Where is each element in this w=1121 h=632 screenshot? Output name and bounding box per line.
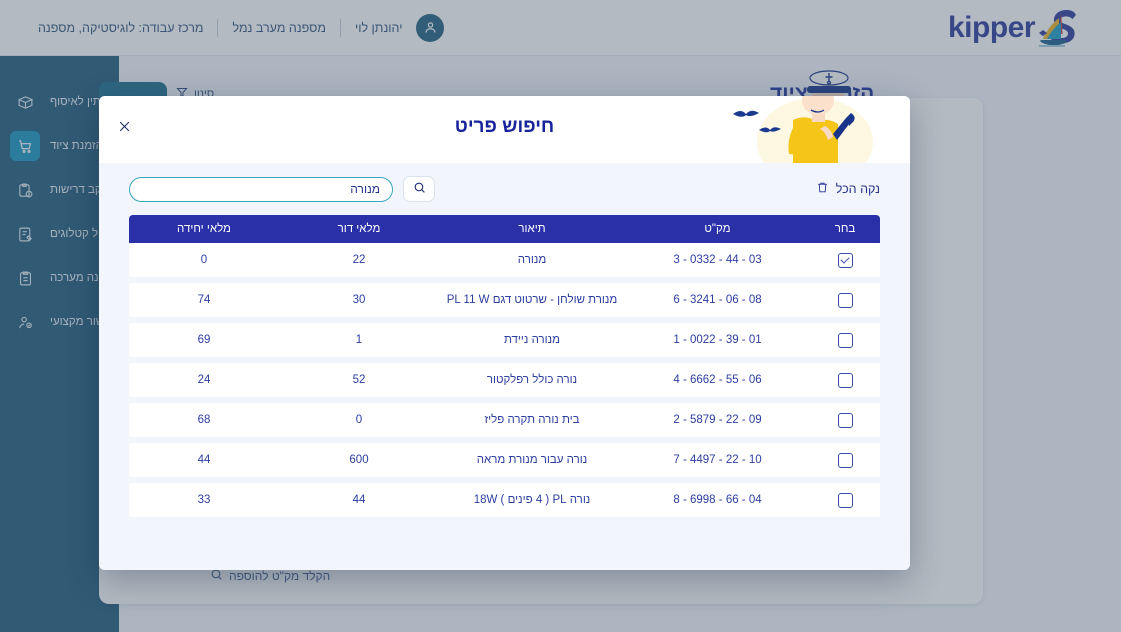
table-row[interactable]: 06 - 55 - 6662 - 4 נורה כולל רפלקטור 52 24 [129,363,880,397]
trash-icon [816,181,829,197]
row-description: נורה PL ( 4 פינים ) 18W [473,494,591,506]
row-description: מנורה ניידת [503,334,561,346]
row-select-cell[interactable] [810,412,880,428]
row-sku: 01 - 39 - 0022 - 1 [673,334,762,346]
row-unit-stock: 69 [197,334,211,346]
table-row[interactable]: 04 - 66 - 6998 - 8 נורה PL ( 4 פינים ) 18… [129,483,880,517]
row-unit-stock: 44 [197,454,211,466]
column-header-sku: מק"ט [704,223,731,235]
row-sku: 06 - 55 - 6662 - 4 [673,374,762,386]
column-header-description: תיאור [518,223,546,235]
nav-divider [339,18,341,37]
row-select-cell[interactable] [810,332,880,348]
modal-title: חיפוש פריט [454,116,555,137]
row-dor-stock: 44 [352,494,366,506]
close-icon[interactable] [113,115,135,137]
sailboat-logo-icon [1037,6,1089,50]
nav-user-name[interactable]: יהונתן לוי [354,20,403,35]
logo-text: kipper [947,10,1036,44]
modal-header: חיפוש פריט [99,96,910,163]
clear-all-button[interactable]: נקה הכל [816,181,880,197]
top-bar: kipper יהונתן לוי מספנה מערב נמל מרכז עב… [0,0,1121,56]
row-checkbox[interactable] [837,292,853,308]
modal-toolbar: נקה הכל [129,163,880,215]
search-area [129,176,435,202]
table-row[interactable]: 10 - 22 - 4497 - 7 נורה עבור מנורת מראה 60… [129,443,880,477]
column-header-unit-stock: מלאי יחידה [177,223,231,235]
row-sku: 04 - 66 - 6998 - 8 [673,494,762,506]
row-dor-stock: 600 [349,454,369,466]
row-unit-stock: 68 [197,414,211,426]
row-dor-stock: 0 [355,414,363,426]
row-select-cell[interactable] [810,292,880,308]
table-body: 03 - 44 - 0332 - 3 מנורה 22 0 08 - 06 - 3241… [129,243,880,535]
table-row[interactable]: 01 - 39 - 0022 - 1 מנורה ניידת 1 69 [129,323,880,357]
nav-site[interactable]: מספנה מערב נמל [232,20,326,35]
table-row[interactable]: 08 - 06 - 3241 - 6 מנורת שולחן - שרטוט דג… [129,283,880,317]
table-row[interactable]: 03 - 44 - 0332 - 3 מנורה 22 0 [129,243,880,277]
row-description: נורה עבור מנורת מראה [476,454,588,466]
row-checkbox[interactable] [837,412,853,428]
sidebar-item-order-equipment[interactable]: הזמנת ציוד [0,124,119,168]
row-dor-stock: 30 [352,294,366,306]
search-icon [210,568,223,584]
row-sku: 08 - 06 - 3241 - 6 [673,294,762,306]
search-button[interactable] [403,176,435,202]
sidebar-item-label: אישור מקצועי [50,316,115,328]
row-checkbox[interactable] [837,332,853,348]
top-navigation: יהונתן לוי מספנה מערב נמל מרכז עבודה: לו… [24,13,454,42]
row-sku: 10 - 22 - 4497 - 7 [673,454,762,466]
row-unit-stock: 24 [197,374,211,386]
row-dor-stock: 22 [352,254,366,266]
row-unit-stock: 33 [197,494,211,506]
row-dor-stock: 52 [352,374,366,386]
row-dor-stock: 1 [355,334,363,346]
column-header-dor-stock: מלאי דור [337,223,381,235]
cart-icon [10,131,40,161]
row-description: בית נורה תקרה פליז [484,414,580,426]
clipboard-clock-icon [10,175,40,205]
row-select-cell[interactable] [810,452,880,468]
catalog-edit-icon [10,219,40,249]
row-checkbox[interactable] [837,372,853,388]
row-sku: 03 - 44 - 0332 - 3 [673,254,762,266]
filter-icon [176,86,188,101]
background-search-hint-label: הקלד מק"ט להוספה [229,569,331,583]
row-unit-stock: 0 [200,254,208,266]
row-description: מנורת שולחן - שרטוט דגם PL 11 W [446,294,618,306]
row-description: נורה כולל רפלקטור [486,374,578,386]
row-select-cell[interactable] [810,492,880,508]
user-check-icon [10,307,40,337]
row-sku: 09 - 22 - 5879 - 2 [673,414,762,426]
row-checkbox[interactable] [837,492,853,508]
sidebar-item-label: הזמנת ציוד [50,140,103,152]
order-list-icon [10,263,40,293]
sailor-with-wrench-illustration [707,96,910,163]
column-header-select: בחר [834,223,856,235]
row-checkbox[interactable] [837,452,853,468]
clear-all-label: נקה הכל [835,182,880,196]
app-logo[interactable]: kipper [948,6,1089,50]
table-header-row: בחר מק"ט תיאור מלאי דור מלאי יחידה [129,215,880,243]
row-description: מנורה [517,254,547,266]
nav-divider [217,18,219,37]
row-select-cell[interactable] [810,252,880,268]
row-select-cell[interactable] [810,372,880,388]
search-input[interactable] [129,176,393,202]
row-unit-stock: 74 [197,294,211,306]
modal-body: נקה הכל בחר מק"ט תיאור מלאי דור מלאי יחי… [99,163,910,570]
package-icon [10,87,40,117]
table-row[interactable]: 09 - 22 - 5879 - 2 בית נורה תקרה פליז 0 68 [129,403,880,437]
nav-work-center[interactable]: מרכז עבודה: לוגיסטיקה, מספנה [38,20,204,35]
search-icon [413,181,426,197]
results-table: בחר מק"ט תיאור מלאי דור מלאי יחידה 03 - … [129,215,880,570]
background-search-hint[interactable]: הקלד מק"ט להוספה [210,568,330,584]
item-search-modal: חיפוש פריט [99,96,910,570]
user-avatar-icon[interactable] [416,13,445,42]
row-checkbox[interactable] [837,252,853,268]
sidebar-item-professional-approval[interactable]: אישור מקצועי [0,300,119,344]
